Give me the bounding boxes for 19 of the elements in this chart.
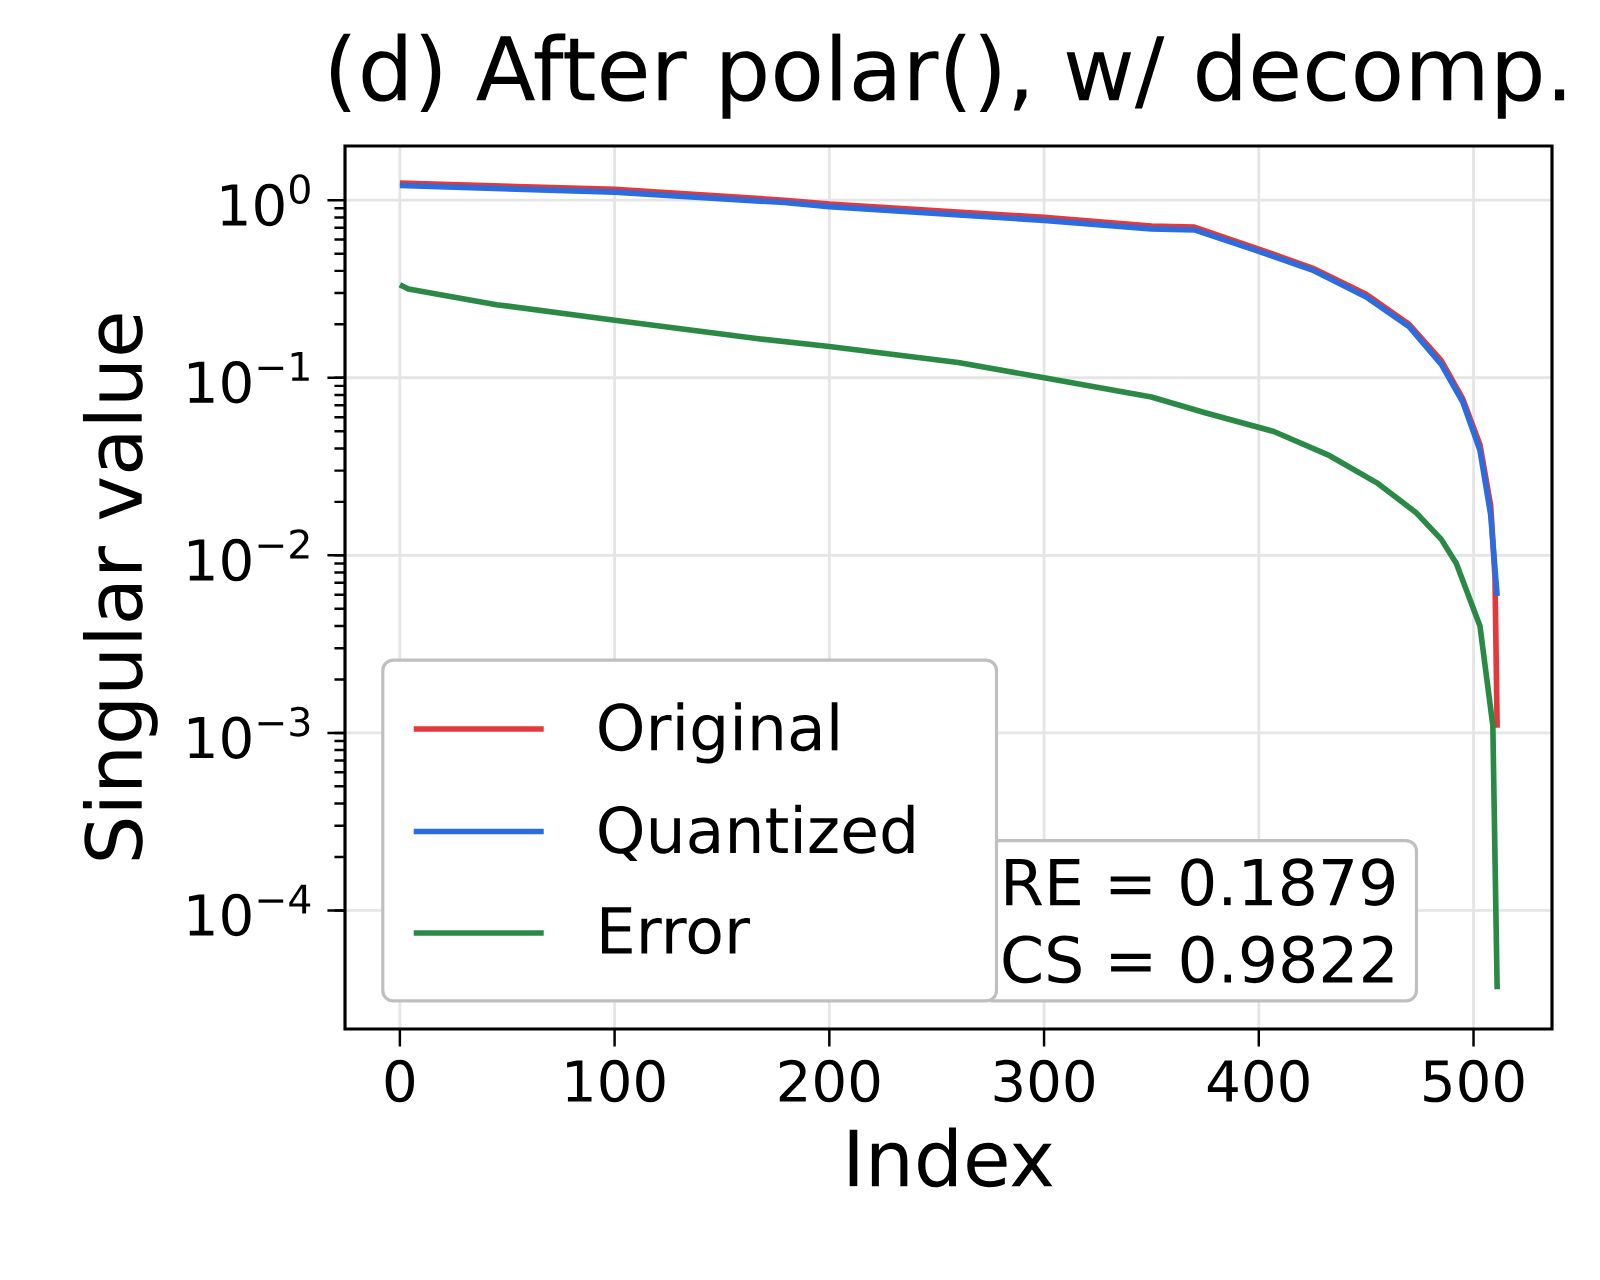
x-tick-label: 200 (779, 1059, 880, 1103)
y-tick-label: 10$^{−3}$ (188, 706, 310, 759)
y-tick-label: 10$^{−1}$ (188, 351, 309, 404)
x-axis-title: Index (849, 1127, 1053, 1188)
y-axis-title: Singular value (82, 314, 158, 860)
y-tick-label: 10$^{−2}$ (188, 529, 309, 582)
x-tick-label: 400 (1207, 1059, 1309, 1103)
x-tick-label: 500 (1424, 1059, 1524, 1103)
y-tick-label: 10$^{0}$ (221, 174, 310, 227)
annotation: CS = 0.9822 (1003, 935, 1393, 984)
x-tick-label: 300 (994, 1059, 1094, 1103)
chart-title: (d) After polar(), w/ decomp. (331, 33, 1565, 119)
legend-label: Quantized (599, 804, 914, 862)
legend-label: Error (601, 907, 750, 955)
x-tick-label: 0 (385, 1059, 414, 1103)
legend-label: Original (599, 702, 838, 764)
x-tick-label: 100 (567, 1059, 665, 1103)
annotation: RE = 0.1879 (1006, 858, 1394, 907)
y-tick-label: 10$^{−4}$ (188, 884, 311, 937)
